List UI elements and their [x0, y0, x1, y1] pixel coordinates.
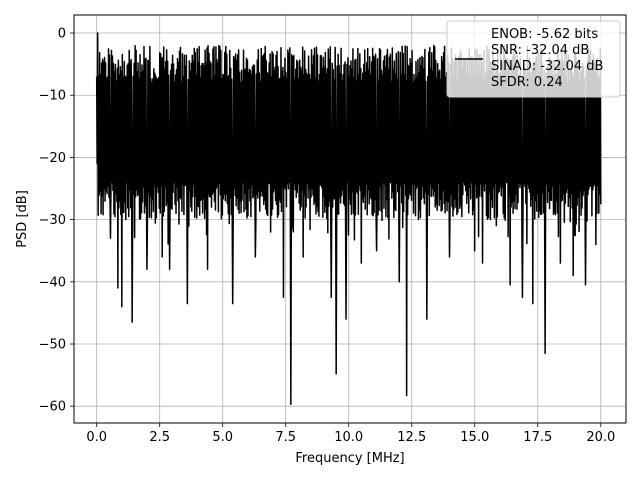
y-tick-label: −40 — [39, 275, 66, 290]
legend-entry-label: ENOB: -5.62 bits SNR: -32.04 dB SINAD: -32… — [491, 27, 603, 90]
y-tick-label: −50 — [39, 338, 66, 353]
x-tick-label: 15.0 — [460, 430, 489, 445]
legend-text-line: SNR: -32.04 dB — [491, 43, 589, 58]
legend-text-line: ENOB: -5.62 bits — [491, 27, 598, 42]
x-tick-label: 2.5 — [149, 430, 170, 445]
y-tick-label: −30 — [39, 213, 66, 228]
x-tick-label: 0.0 — [86, 430, 107, 445]
x-tick-label: 5.0 — [212, 430, 233, 445]
legend-box — [446, 20, 621, 98]
y-axis-label: PSD [dB] — [15, 190, 30, 248]
y-tick-label: 0 — [58, 27, 66, 42]
legend: ENOB: -5.62 bits SNR: -32.04 dB SINAD: -32… — [446, 20, 621, 98]
psd-series-line — [95, 32, 602, 406]
x-axis-ticks: 0.0 2.5 5.0 7.5 10.0 12.5 15.0 17.5 20.0 — [86, 423, 615, 445]
x-axis-label: Frequency [MHz] — [295, 451, 404, 466]
y-tick-label: −20 — [39, 151, 66, 166]
x-tick-label: 17.5 — [523, 430, 552, 445]
y-tick-label: −60 — [39, 400, 66, 415]
y-axis-ticks: 0 −10 −20 −30 −40 −50 −60 — [39, 27, 74, 415]
plot-frame — [73, 14, 627, 424]
x-tick-label: 20.0 — [586, 430, 615, 445]
plot-area — [95, 32, 602, 406]
legend-text-line: SINAD: -32.04 dB — [491, 59, 603, 74]
x-tick-label: 7.5 — [275, 430, 296, 445]
x-tick-label: 10.0 — [334, 430, 363, 445]
x-tick-label: 12.5 — [397, 430, 426, 445]
y-tick-label: −10 — [39, 89, 66, 104]
legend-text-line: SFDR: 0.24 — [491, 75, 563, 90]
